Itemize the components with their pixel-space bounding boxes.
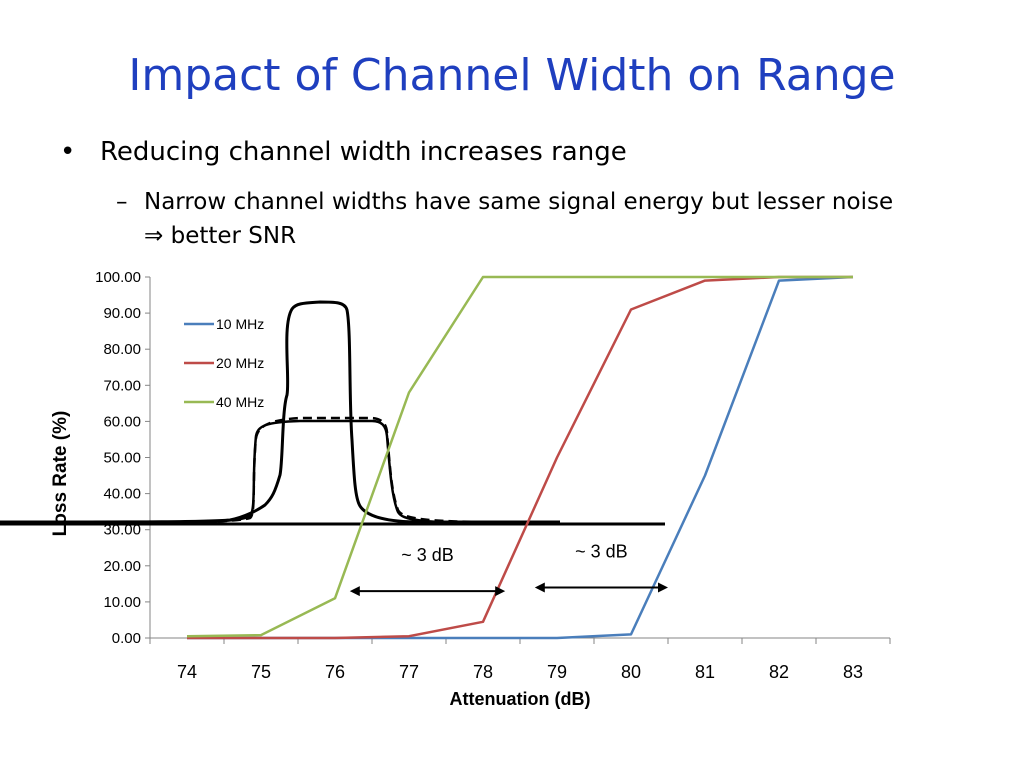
sub-bullet-text-2: better SNR (170, 223, 297, 249)
slide-title: Impact of Channel Width on Range (128, 50, 896, 101)
x-tick-label: 80 (621, 662, 641, 682)
x-tick-label: 74 (177, 662, 197, 682)
y-tick-label: 10.00 (103, 594, 141, 611)
y-tick-label: 50.00 (103, 450, 141, 467)
legend-label: 10 MHz (216, 316, 264, 332)
sub-bullet-continuation: ⇒ better SNR (116, 219, 996, 253)
chart-series (186, 275, 854, 640)
sub-bullet-text: Narrow channel widths have same signal e… (144, 189, 894, 215)
x-tick-label: 79 (547, 662, 567, 682)
y-axis-label: Loss Rate (%) (50, 411, 71, 537)
y-tick-label: 30.00 (103, 522, 141, 539)
y-tick-label: 70.00 (103, 377, 141, 394)
sub-bullet: – Narrow channel widths have same signal … (116, 185, 996, 253)
y-tick-label: 60.00 (103, 413, 141, 430)
y-tick-label: 90.00 (103, 305, 141, 322)
y-tick-label: 100.00 (95, 269, 141, 286)
chart-legend: 10 MHz 20 MHz 40 MHz (184, 316, 264, 410)
x-tick-label: 83 (843, 662, 863, 682)
x-tick-label: 78 (473, 662, 493, 682)
legend-label: 20 MHz (216, 355, 264, 371)
annotation-arrowhead-right (658, 582, 668, 593)
loss-rate-chart: 0.00 10.00 20.00 30.00 40.00 50.00 60.00 70.00 8… (0, 269, 891, 709)
chart-axes: 0.00 10.00 20.00 30.00 40.00 50.00 60.00 70.00 8… (50, 269, 891, 709)
spectrum-illustration (0, 300, 665, 526)
x-tick-label: 77 (399, 662, 419, 682)
chart-annotations: ~ 3 dB ~ 3 dB (349, 541, 668, 597)
annotation-arrowhead-left (349, 586, 360, 597)
series-line-40-mhz (186, 275, 853, 638)
x-tick-label: 81 (695, 662, 715, 682)
series-line-20-mhz (187, 275, 853, 640)
x-tick-label: 75 (251, 662, 271, 682)
annotation-arrowhead-left (534, 582, 545, 593)
y-tick-label: 80.00 (103, 341, 141, 358)
annotation-label: ~ 3 dB (575, 541, 628, 561)
bullet-text: Reducing channel width increases range (100, 137, 627, 167)
wide-channel-spectrum (129, 419, 501, 525)
x-axis-label: Attenuation (dB) (450, 689, 591, 709)
y-tick-label: 40.00 (103, 486, 141, 503)
x-tick-label: 82 (769, 662, 789, 682)
legend-label: 40 MHz (216, 394, 264, 410)
narrow-channel-spectrum (0, 300, 560, 524)
dash-icon: – (116, 189, 128, 215)
annotation-label: ~ 3 dB (401, 545, 454, 565)
annotation-arrowhead-right (495, 586, 506, 597)
y-tick-label: 20.00 (103, 558, 141, 575)
y-tick-label: 0.00 (112, 630, 141, 647)
bullet-dot-icon: • (60, 137, 76, 167)
wide-channel-spectrum-dashed (119, 416, 560, 524)
implies-arrow-icon: ⇒ (144, 223, 164, 249)
bullet-point: • Reducing channel width increases range (60, 137, 627, 167)
x-tick-label: 76 (325, 662, 345, 682)
